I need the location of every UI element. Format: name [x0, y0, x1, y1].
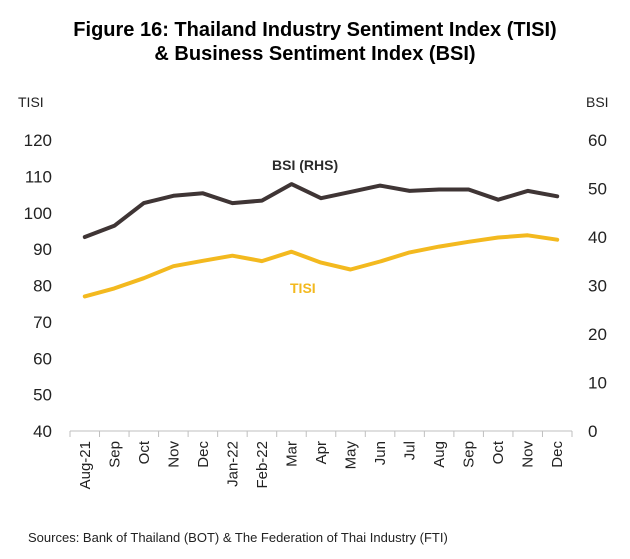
- right-tick-label: 50: [588, 180, 607, 199]
- bsi-series-label: BSI (RHS): [272, 157, 338, 173]
- x-tick-label: Oct: [490, 440, 507, 464]
- x-tick-label: Jun: [372, 441, 389, 465]
- x-tick-label: Oct: [136, 440, 153, 464]
- left-tick-label: 70: [33, 313, 52, 332]
- x-tick-label: Nov: [165, 441, 182, 468]
- tisi-series-line: [82, 233, 560, 299]
- left-tick-label: 120: [24, 131, 52, 150]
- left-tick-label: 50: [33, 386, 52, 405]
- right-tick-label: 20: [588, 325, 607, 344]
- left-tick-label: 100: [24, 204, 52, 223]
- chart-title: Figure 16: Thailand Industry Sentiment I…: [0, 18, 630, 66]
- left-tick-label: 40: [33, 422, 52, 441]
- x-tick-label: Nov: [520, 441, 537, 468]
- right-tick-label: 60: [588, 131, 607, 150]
- right-tick-label: 10: [588, 374, 607, 393]
- x-tick-label: Jan-22: [224, 441, 241, 487]
- left-axis-title: TISI: [18, 94, 44, 110]
- bsi-series-line: [82, 182, 560, 239]
- x-tick-label: Dec: [195, 441, 212, 468]
- left-tick-label: 90: [33, 240, 52, 259]
- right-tick-label: 30: [588, 277, 607, 296]
- chart-title-line2: & Business Sentiment Index (BSI): [154, 43, 476, 65]
- x-tick-label: Apr: [313, 441, 330, 464]
- right-tick-label: 0: [588, 422, 597, 441]
- x-tick-label: Feb-22: [254, 441, 271, 489]
- left-tick-label: 80: [33, 277, 52, 296]
- source-note: Sources: Bank of Thailand (BOT) & The Fe…: [28, 530, 448, 545]
- x-tick-label: Mar: [283, 441, 300, 467]
- x-tick-label: Jul: [402, 441, 419, 460]
- left-tick-label: 60: [33, 349, 52, 368]
- x-tick-label: Aug: [431, 441, 448, 468]
- x-tick-label: Sep: [461, 441, 478, 468]
- right-tick-label: 40: [588, 228, 607, 247]
- x-tick-label: Sep: [106, 441, 123, 468]
- x-tick-label: Aug-21: [77, 441, 94, 489]
- chart-title-line1: Figure 16: Thailand Industry Sentiment I…: [73, 19, 557, 41]
- x-tick-label: Dec: [549, 441, 566, 468]
- x-tick-label: May: [343, 441, 360, 470]
- tisi-series-label: TISI: [290, 280, 316, 296]
- left-tick-label: 110: [25, 167, 52, 186]
- right-axis-title: BSI: [586, 94, 609, 110]
